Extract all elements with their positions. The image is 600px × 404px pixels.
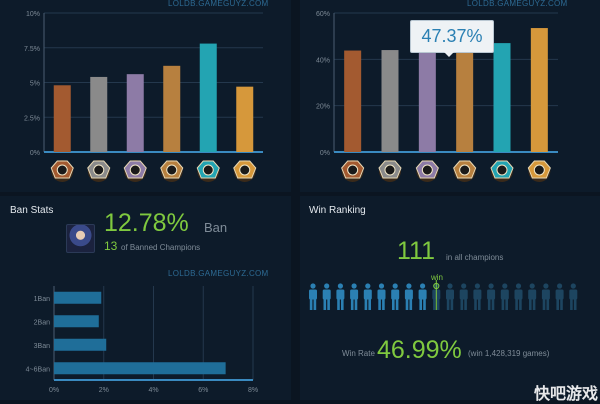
x-tick-label: 8% xyxy=(248,387,258,394)
corner-watermark: 快吧游戏 xyxy=(533,386,598,403)
silver-rank-icon xyxy=(87,160,111,182)
person-icon xyxy=(404,283,413,310)
platinum-rank-icon xyxy=(160,160,184,182)
rank-value: 111 xyxy=(397,237,436,265)
bar[interactable] xyxy=(456,45,474,152)
gold-rank-icon xyxy=(123,160,147,182)
y-tick-label: 2.5% xyxy=(24,115,40,122)
category-label: 4~6Ban xyxy=(26,366,50,373)
win-rate-label: Win Rate xyxy=(342,349,375,358)
bar[interactable] xyxy=(90,76,108,152)
bar[interactable] xyxy=(126,74,144,152)
diamond-rank-icon xyxy=(490,160,514,182)
y-tick-label: 0% xyxy=(30,150,40,157)
x-tick-label: 2% xyxy=(99,387,109,394)
x-tick-label: 4% xyxy=(148,387,158,394)
person-icon xyxy=(459,283,468,310)
bar[interactable] xyxy=(344,50,362,152)
person-icon xyxy=(487,283,496,310)
person-icon xyxy=(391,283,400,310)
rank-label: in all champions xyxy=(446,253,504,262)
person-icon xyxy=(309,283,317,310)
person-icon xyxy=(363,283,372,310)
panel-divider-vertical xyxy=(291,0,300,400)
watermark-text: LOLDB.GAMEGUYZ.COM xyxy=(467,0,568,8)
person-icon xyxy=(322,283,331,310)
win-games: (win 1,428,319 games) xyxy=(468,349,550,358)
y-tick-label: 40% xyxy=(316,57,330,64)
banned-count-label: of Banned Champions xyxy=(121,243,201,252)
bar[interactable] xyxy=(54,362,226,375)
person-icon xyxy=(500,283,509,310)
bar[interactable] xyxy=(199,43,217,152)
y-tick-label: 0% xyxy=(320,150,330,157)
ban-rate-value: 12.78% xyxy=(104,209,189,237)
category-label: 1Ban xyxy=(34,296,50,303)
person-icon xyxy=(377,283,386,310)
x-tick-label: 6% xyxy=(198,387,208,394)
win-rate-value: 46.99% xyxy=(377,336,462,364)
y-tick-label: 20% xyxy=(316,104,330,111)
bar[interactable] xyxy=(418,42,436,152)
gold-rank-icon xyxy=(415,160,439,182)
panel-divider-horizontal xyxy=(0,192,600,196)
y-tick-label: 10% xyxy=(26,11,40,18)
master-rank-icon xyxy=(527,160,551,182)
category-label: 2Ban xyxy=(34,319,50,326)
ban-distribution-chart: 0% 2% 4% 6% 8% 1Ban 2Ban 3Ban 4~6Ban xyxy=(26,286,258,394)
win-ranking-title: Win Ranking xyxy=(309,205,366,216)
bar[interactable] xyxy=(236,86,254,152)
person-icon xyxy=(569,283,578,310)
watermark-text: LOLDB.GAMEGUYZ.COM xyxy=(168,0,269,8)
platinum-rank-icon xyxy=(453,160,477,182)
diamond-rank-icon xyxy=(196,160,220,182)
person-icon xyxy=(446,283,454,310)
y-tick-label: 60% xyxy=(316,11,330,18)
bar[interactable] xyxy=(530,28,548,152)
ranking-figures xyxy=(309,280,578,310)
bronze-rank-icon xyxy=(341,160,365,182)
person-icon xyxy=(336,283,345,310)
banned-count: 13 xyxy=(104,239,118,253)
y-tick-label: 5% xyxy=(30,81,40,88)
person-icon xyxy=(350,283,359,310)
win-marker-icon xyxy=(433,282,440,290)
bar[interactable] xyxy=(163,65,181,152)
champion-avatar xyxy=(66,224,95,253)
ban-rate-suffix: Ban xyxy=(204,220,228,235)
bar[interactable] xyxy=(54,315,99,328)
bar[interactable] xyxy=(493,43,511,152)
bronze-rank-icon xyxy=(50,160,74,182)
y-tick-label: 7.5% xyxy=(24,46,40,53)
win-rate-chart: 0% 20% 40% 60% xyxy=(316,11,558,182)
person-icon xyxy=(514,283,523,310)
pick-rate-chart: 0% 2.5% 5% 7.5% 10% xyxy=(24,11,263,182)
watermark-text: LOLDB.GAMEGUYZ.COM xyxy=(168,269,269,278)
bar[interactable] xyxy=(54,338,107,351)
person-icon xyxy=(528,283,537,310)
bar[interactable] xyxy=(53,85,71,152)
bar[interactable] xyxy=(381,50,399,152)
category-label: 3Ban xyxy=(34,343,50,350)
person-icon xyxy=(555,283,564,310)
master-rank-icon xyxy=(233,160,257,182)
person-icon xyxy=(473,283,482,310)
ban-stats-title: Ban Stats xyxy=(10,205,54,216)
tooltip-arrow xyxy=(443,51,455,57)
person-icon xyxy=(418,283,427,310)
win-marker-label: win xyxy=(431,273,444,282)
x-tick-label: 0% xyxy=(49,387,59,394)
win-rate-tooltip: 47.37% xyxy=(410,20,494,53)
silver-rank-icon xyxy=(378,160,402,182)
bar[interactable] xyxy=(54,291,102,304)
person-icon xyxy=(541,283,550,310)
